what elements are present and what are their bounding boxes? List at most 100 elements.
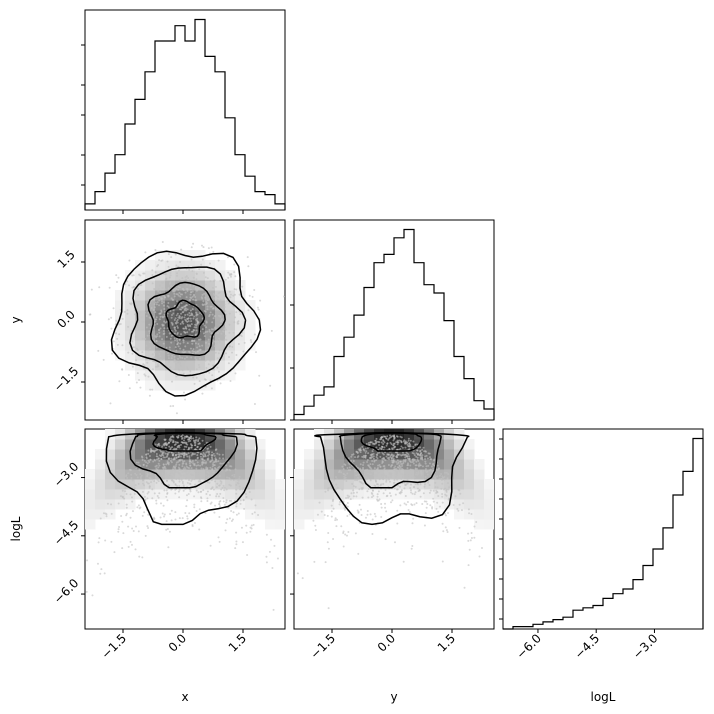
density-cell: [434, 459, 445, 470]
density-cell: [105, 489, 116, 500]
scatter-point: [283, 650, 285, 652]
scatter-point: [342, 530, 345, 533]
scatter-point: [362, 448, 365, 451]
scatter-point: [414, 473, 417, 476]
density-cell: [135, 260, 146, 271]
density-cell: [424, 469, 435, 480]
density-cell: [175, 459, 186, 470]
scatter-point: [375, 455, 378, 458]
density-cell: [294, 509, 305, 520]
scatter-point: [441, 482, 444, 485]
scatter-point: [199, 312, 202, 315]
density-cell: [255, 489, 266, 500]
density-cell: [135, 320, 146, 331]
scatter-point: [211, 451, 214, 454]
density-cell: [245, 459, 256, 470]
density-cell: [115, 489, 126, 500]
scatter-point: [193, 315, 196, 318]
scatter-point: [188, 488, 191, 491]
scatter-point: [423, 485, 426, 488]
scatter-point: [191, 478, 194, 481]
scatter-point: [141, 556, 144, 559]
scatter-point: [179, 261, 182, 264]
scatter-point: [168, 445, 171, 448]
scatter-point: [391, 461, 394, 464]
scatter-point: [147, 527, 150, 530]
scatter-point: [196, 322, 199, 325]
scatter-point: [179, 469, 182, 472]
density-cell: [145, 449, 156, 460]
scatter-point: [227, 302, 230, 305]
y-tick-label: −4.5: [51, 518, 82, 549]
scatter-point: [218, 453, 221, 456]
scatter-point: [162, 443, 165, 446]
density-cell: [125, 439, 136, 450]
density-cell: [215, 260, 226, 271]
scatter-point: [186, 368, 189, 371]
scatter-point: [418, 488, 421, 491]
scatter-point: [382, 457, 385, 460]
scatter-point: [222, 330, 225, 333]
scatter-point: [185, 445, 188, 448]
scatter-point: [349, 498, 352, 501]
density-cell: [125, 320, 136, 331]
scatter-point: [164, 288, 167, 291]
scatter-point: [404, 440, 407, 443]
scatter-point: [156, 443, 159, 446]
scatter-point: [188, 460, 191, 463]
scatter-point: [348, 495, 351, 498]
scatter-point: [204, 512, 207, 515]
scatter-point: [372, 455, 375, 458]
scatter-point: [445, 494, 448, 497]
scatter-point: [194, 483, 197, 486]
density-cell: [255, 509, 266, 520]
scatter-point: [151, 368, 154, 371]
scatter-point: [430, 465, 433, 468]
density-cell: [205, 360, 216, 371]
scatter-point: [159, 315, 162, 318]
scatter-point: [230, 519, 233, 522]
scatter-point: [147, 349, 150, 352]
density-cell: [175, 300, 186, 311]
scatter-point: [215, 460, 218, 463]
scatter-point: [207, 475, 210, 478]
scatter-point: [350, 460, 353, 463]
scatter-point: [184, 470, 187, 473]
density-cell: [354, 489, 365, 500]
scatter-point: [209, 502, 212, 505]
density-cell: [175, 380, 186, 391]
scatter-point: [403, 481, 406, 484]
scatter-point: [212, 461, 215, 464]
scatter-point: [167, 287, 170, 290]
density-cell: [314, 459, 325, 470]
scatter-point: [157, 466, 160, 469]
scatter-point: [356, 491, 359, 494]
scatter-point: [214, 458, 217, 461]
scatter-point: [134, 548, 137, 551]
scatter-point: [412, 452, 415, 455]
scatter-point: [203, 303, 206, 306]
scatter-point: [182, 339, 185, 342]
scatter-point: [433, 458, 436, 461]
scatter-point: [178, 361, 181, 364]
scatter-point: [359, 447, 362, 450]
density-cell: [115, 300, 126, 311]
scatter-point: [422, 446, 425, 449]
scatter-point: [198, 508, 201, 511]
scatter-point: [356, 479, 359, 482]
scatter-point: [399, 460, 402, 463]
scatter-point: [163, 465, 166, 468]
scatter-point: [213, 315, 216, 318]
scatter-point: [165, 455, 168, 458]
histogram-step: [84, 18, 286, 210]
scatter-point: [187, 446, 190, 449]
scatter-point: [185, 442, 188, 445]
scatter-point: [405, 483, 408, 486]
scatter-point: [403, 487, 406, 490]
scatter-point: [175, 453, 178, 456]
scatter-point: [162, 451, 165, 454]
density-cell: [195, 260, 206, 271]
scatter-point: [402, 560, 405, 563]
scatter-point: [399, 439, 402, 442]
scatter-point: [113, 551, 116, 554]
